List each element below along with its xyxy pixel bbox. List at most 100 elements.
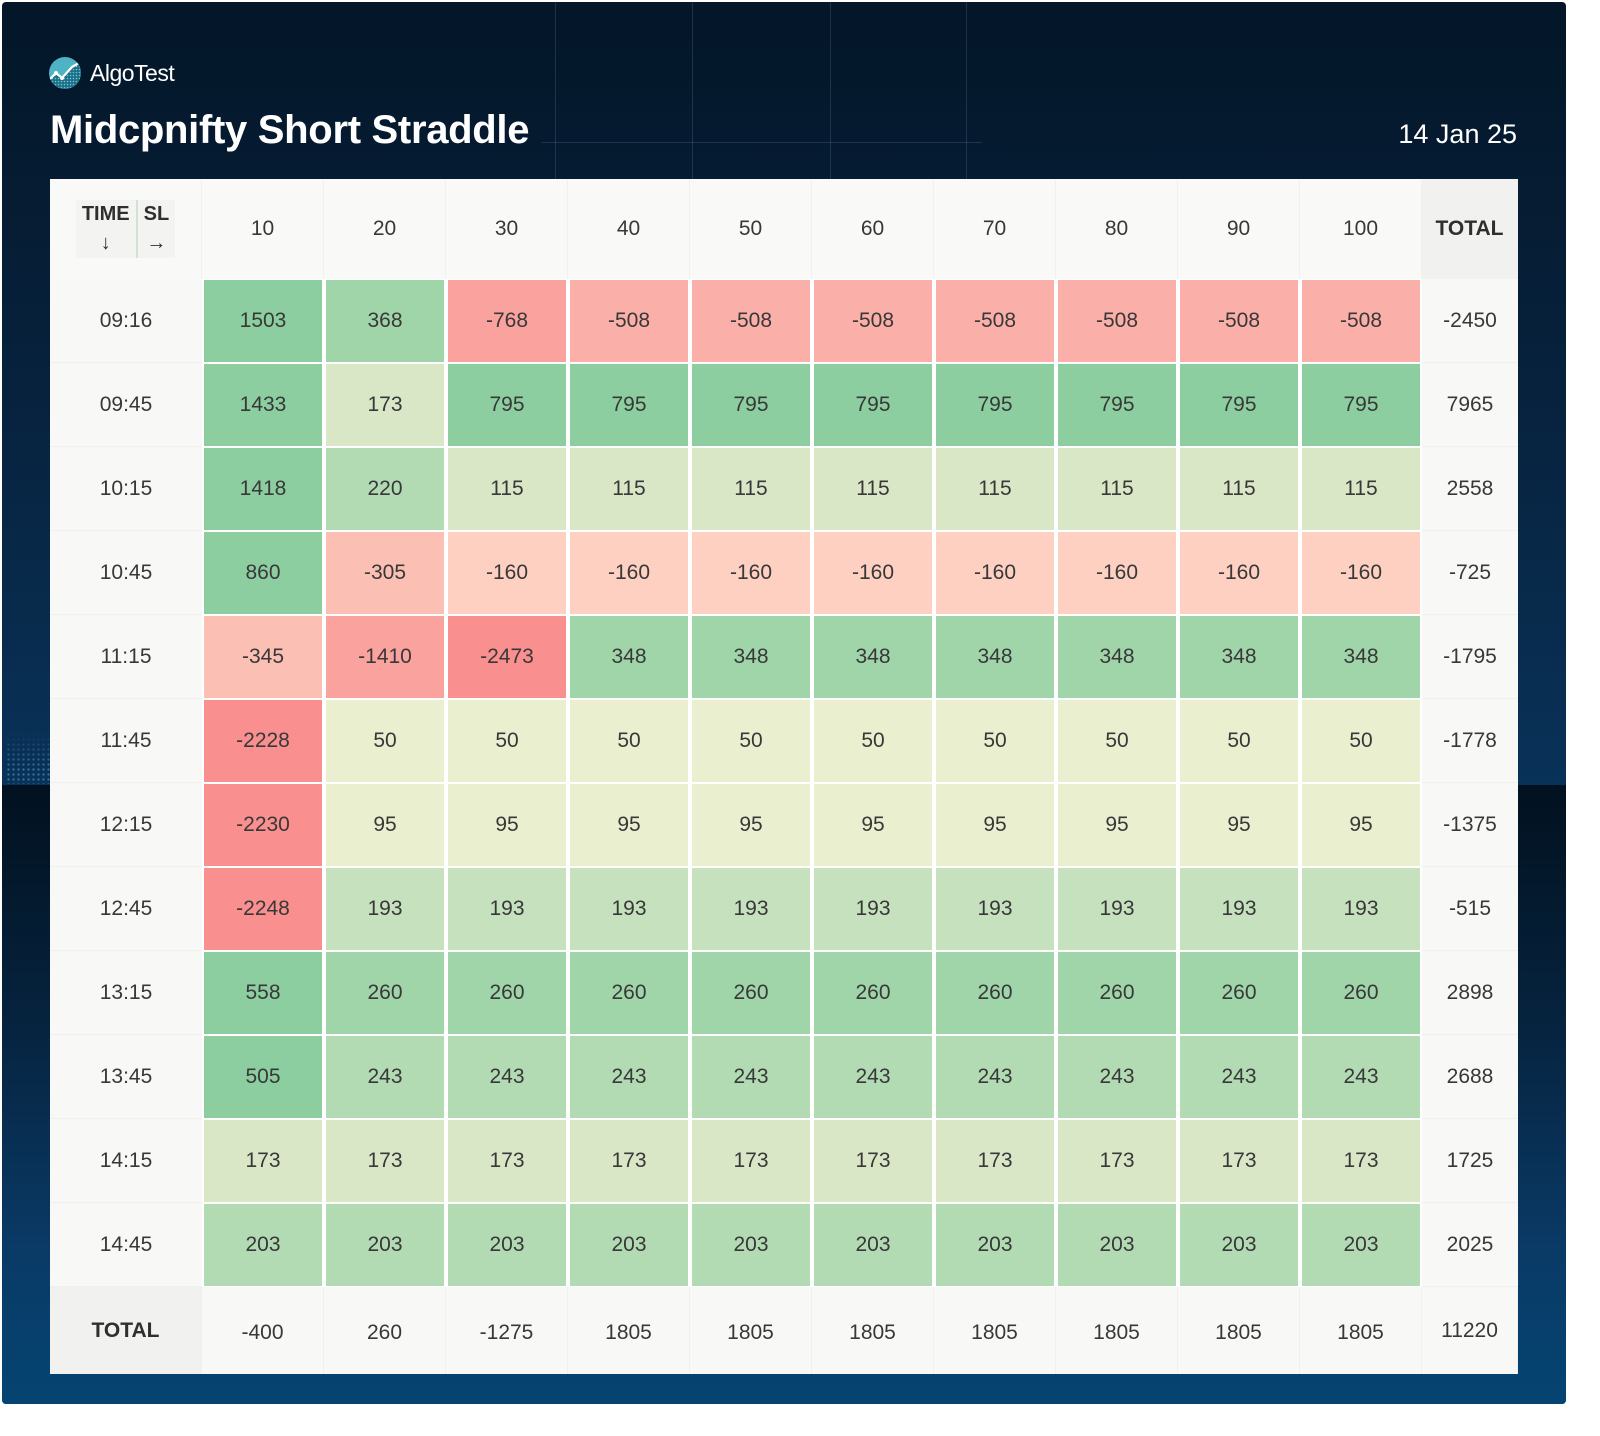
grand-total: 11220 xyxy=(1422,1287,1518,1374)
arrow-down-icon: ↓ xyxy=(100,232,111,254)
heatmap-cell: 50 xyxy=(1178,699,1300,783)
heatmap-cell: 260 xyxy=(568,951,690,1035)
row-header-time: 09:16 xyxy=(50,279,202,363)
heatmap-cell: 348 xyxy=(568,615,690,699)
heatmap-cell: 795 xyxy=(690,363,812,447)
totals-row: TOTAL -400 260 -1275 1805 1805 1805 1805 1805 180… xyxy=(50,1287,1518,1374)
heatmap-cell: -160 xyxy=(1056,531,1178,615)
heatmap-cell: 203 xyxy=(324,1203,446,1287)
heatmap-cell: 505 xyxy=(202,1035,324,1119)
heatmap-cell: 243 xyxy=(1178,1035,1300,1119)
heatmap-cell: 193 xyxy=(324,867,446,951)
heatmap-cell: 50 xyxy=(568,699,690,783)
heatmap-cell: 243 xyxy=(324,1035,446,1119)
heatmap-cell: 173 xyxy=(324,363,446,447)
row-total: -1778 xyxy=(1422,699,1518,783)
arrow-right-icon: → xyxy=(146,232,167,254)
column-header-total: TOTAL xyxy=(1422,179,1518,279)
heatmap-cell: 193 xyxy=(1178,867,1300,951)
heatmap-cell: 203 xyxy=(1300,1203,1422,1287)
algotest-chart-logo-icon xyxy=(49,57,81,89)
column-total: 1805 xyxy=(812,1287,934,1374)
heatmap-cell: 243 xyxy=(934,1035,1056,1119)
table-row: 11:45 -2228 50 50 50 50 50 50 50 50 50 -1778 xyxy=(50,699,1518,783)
heatmap-cell: 173 xyxy=(934,1119,1056,1203)
heatmap-cell: 795 xyxy=(1178,363,1300,447)
column-total: 1805 xyxy=(568,1287,690,1374)
heatmap-cell: 95 xyxy=(1300,783,1422,867)
sl-label: SL xyxy=(143,203,170,225)
corner-header: TIME ↓ SL → xyxy=(50,179,202,279)
brand-name: AlgoTest xyxy=(90,59,175,86)
heatmap-cell: 243 xyxy=(1300,1035,1422,1119)
heatmap-cell: 193 xyxy=(934,867,1056,951)
row-total: -2450 xyxy=(1422,279,1518,363)
table-row: 14:45 203 203 203 203 203 203 203 203 203 203 2025 xyxy=(50,1203,1518,1287)
axis-legend: TIME ↓ SL → xyxy=(75,200,176,258)
heatmap-cell: 115 xyxy=(690,447,812,531)
heatmap-cell: -1410 xyxy=(324,615,446,699)
heatmap-cell: 50 xyxy=(690,699,812,783)
column-total: 1805 xyxy=(1178,1287,1300,1374)
heatmap-grid: TIME ↓ SL → 10 20 30 40 50 60 70 80 90 100 TOTAL 0… xyxy=(50,179,1518,1374)
heatmap-cell: 1433 xyxy=(202,363,324,447)
column-header-sl: 10 xyxy=(202,179,324,279)
heatmap-cell: 95 xyxy=(690,783,812,867)
heatmap-cell: 173 xyxy=(812,1119,934,1203)
heatmap-cell: -508 xyxy=(690,279,812,363)
column-header-sl: 80 xyxy=(1056,179,1178,279)
heatmap-cell: 348 xyxy=(1300,615,1422,699)
column-header-sl: 30 xyxy=(446,179,568,279)
totals-row-label: TOTAL xyxy=(50,1287,202,1374)
heatmap-cell: 220 xyxy=(324,447,446,531)
heatmap-cell: -768 xyxy=(446,279,568,363)
decorative-gridline xyxy=(542,142,982,143)
row-header-time: 11:45 xyxy=(50,699,202,783)
table-row: 09:16 1503 368 -768 -508 -508 -508 -508 -508 -508… xyxy=(50,279,1518,363)
column-header-sl: 40 xyxy=(568,179,690,279)
heatmap-cell: 203 xyxy=(1178,1203,1300,1287)
heatmap-cell: 260 xyxy=(690,951,812,1035)
heatmap-cell: 95 xyxy=(1178,783,1300,867)
heatmap-cell: 203 xyxy=(690,1203,812,1287)
heatmap-cell: -305 xyxy=(324,531,446,615)
heatmap-cell: 795 xyxy=(812,363,934,447)
table-row: 10:15 1418 220 115 115 115 115 115 115 115 115 2558 xyxy=(50,447,1518,531)
heatmap-cell: -508 xyxy=(1056,279,1178,363)
heatmap-cell: 243 xyxy=(1056,1035,1178,1119)
heatmap-cell: 348 xyxy=(690,615,812,699)
row-header-time: 13:15 xyxy=(50,951,202,1035)
heatmap-cell: 95 xyxy=(934,783,1056,867)
heatmap-cell: 203 xyxy=(202,1203,324,1287)
heatmap-cell: 795 xyxy=(1300,363,1422,447)
column-header-sl: 90 xyxy=(1178,179,1300,279)
heatmap-cell: 193 xyxy=(690,867,812,951)
heatmap-cell: 50 xyxy=(1300,699,1422,783)
row-total: -1375 xyxy=(1422,783,1518,867)
time-label: TIME xyxy=(81,203,130,225)
row-total: -515 xyxy=(1422,867,1518,951)
heatmap-cell: 260 xyxy=(1056,951,1178,1035)
heatmap-cell: 50 xyxy=(324,699,446,783)
row-total: 2025 xyxy=(1422,1203,1518,1287)
table-row: 11:15 -345 -1410 -2473 348 348 348 348 348 348 348… xyxy=(50,615,1518,699)
heatmap-cell: 173 xyxy=(568,1119,690,1203)
row-header-time: 10:45 xyxy=(50,531,202,615)
heatmap-cell: 193 xyxy=(446,867,568,951)
heatmap-cell: 115 xyxy=(568,447,690,531)
heatmap-cell: 115 xyxy=(934,447,1056,531)
brand-logo: AlgoTest xyxy=(48,56,175,90)
heatmap-cell: 115 xyxy=(812,447,934,531)
table-row: 14:15 173 173 173 173 173 173 173 173 173 173 1725 xyxy=(50,1119,1518,1203)
row-header-time: 14:15 xyxy=(50,1119,202,1203)
heatmap-cell: 243 xyxy=(446,1035,568,1119)
heatmap-cell: 173 xyxy=(1178,1119,1300,1203)
heatmap-cell: -508 xyxy=(1300,279,1422,363)
table-row: 13:15 558 260 260 260 260 260 260 260 260 260 2898 xyxy=(50,951,1518,1035)
pnl-heatmap-table: TIME ↓ SL → 10 20 30 40 50 60 70 80 90 100 TOTAL 0… xyxy=(50,179,1518,1374)
heatmap-cell: 193 xyxy=(568,867,690,951)
heatmap-cell: 348 xyxy=(1056,615,1178,699)
heatmap-cell: 348 xyxy=(1178,615,1300,699)
heatmap-cell: 203 xyxy=(568,1203,690,1287)
row-total: 2898 xyxy=(1422,951,1518,1035)
